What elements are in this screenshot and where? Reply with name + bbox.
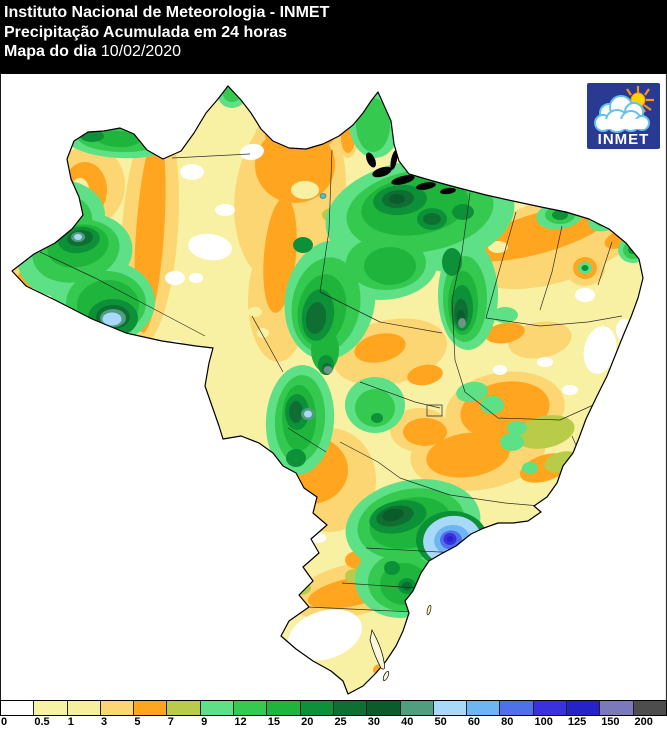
legend-cell [167, 701, 201, 715]
legend-cell [400, 701, 434, 715]
brazil-precipitation-map [0, 74, 667, 700]
legend-cell [67, 701, 101, 715]
legend-cell [567, 701, 601, 715]
precipitation-legend: 0 0.5 1 3 5 7 9 12 15 20 25 30 40 50 60 80 100 125 150 200 [0, 700, 667, 730]
map-frame [0, 74, 667, 700]
inmet-logo-text: INMET [597, 131, 650, 148]
inmet-logo-art [594, 86, 654, 133]
legend-cell [1, 701, 35, 715]
legend-tick-label: 7 [167, 716, 174, 728]
inmet-logo: INMET [587, 83, 660, 149]
legend-tick-label: 40 [401, 716, 414, 728]
legend-cell [234, 701, 268, 715]
legend-cell [367, 701, 401, 715]
title-map-type: Precipitação Acumulada em 24 horas [4, 23, 288, 41]
legend-tick-label: 5 [134, 716, 141, 728]
legend-cell [433, 701, 468, 715]
legend-cell [333, 701, 368, 715]
map-date-label: Mapa do dia [4, 43, 97, 60]
legend-cell [34, 701, 68, 715]
legend-tick-label: 60 [467, 716, 481, 728]
legend-cell [633, 701, 666, 715]
legend-tick-label: 30 [367, 716, 381, 728]
map-date-value: 10/02/2020 [100, 43, 181, 60]
title-map-date: Mapa do dia 10/02/2020 [4, 42, 667, 62]
teal-gray-spots [323, 318, 466, 374]
legend-tick-label: 200 [634, 716, 653, 728]
cloud-icon [594, 95, 650, 133]
legend-tick-label: 25 [334, 716, 347, 728]
legend-cell [200, 701, 235, 715]
legend-cell [533, 701, 568, 715]
legend-cells [0, 700, 667, 716]
legend-tick-label: 0 [1, 716, 8, 728]
title-institution: Instituto Nacional de Meteorologia - INM… [4, 4, 330, 21]
legend-tick-label: 3 [101, 716, 108, 728]
legend-cell [600, 701, 634, 715]
legend-cell [134, 701, 168, 715]
patos-lagoon [369, 628, 385, 670]
legend-tick-label: 12 [234, 716, 247, 728]
legend-tick-label: 9 [201, 716, 208, 728]
legend-cell [500, 701, 534, 715]
legend-tick-label: 15 [267, 716, 280, 728]
legend-cell [100, 701, 135, 715]
precipitation-field [12, 86, 643, 694]
mirim-lagoon [382, 671, 390, 681]
legend-tick-label: 125 [567, 716, 587, 728]
legend-tick-label: 50 [434, 716, 447, 728]
legend-cell [267, 701, 301, 715]
legend-tick-label: 20 [301, 716, 314, 728]
legend-labels: 0 0.5 1 3 5 7 9 12 15 20 25 30 40 50 60 80 100 125 150 200 [0, 716, 667, 729]
legend-tick-label: 0.5 [34, 716, 50, 728]
legend-tick-label: 100 [534, 716, 553, 728]
legend-tick-label: 1 [67, 716, 74, 728]
header: Instituto Nacional de Meteorologia - INM… [0, 0, 667, 74]
legend-cell [467, 701, 501, 715]
distrito-federal-border [426, 404, 443, 417]
florianopolis-island [426, 604, 432, 616]
legend-cell [300, 701, 334, 715]
legend-tick-label: 80 [501, 716, 514, 728]
legend-tick-label: 150 [601, 716, 620, 728]
brazil-outline [11, 85, 644, 695]
dry-patches [165, 143, 632, 661]
band-125-150mm [447, 536, 453, 542]
map-area: INMET [0, 74, 667, 700]
